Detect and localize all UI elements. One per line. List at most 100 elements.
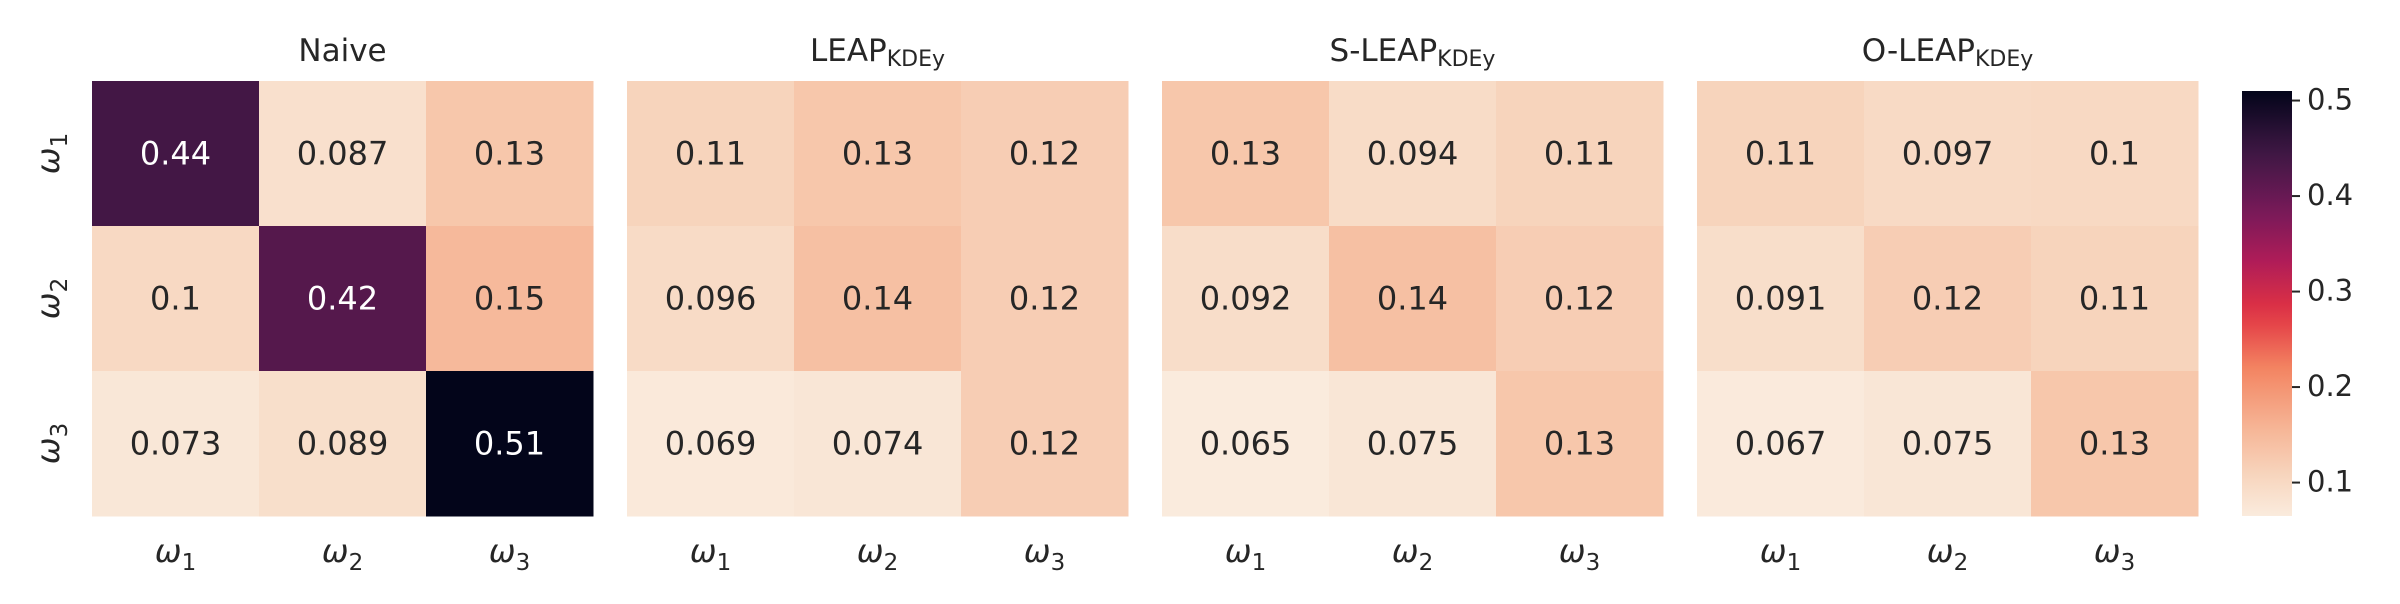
cell-value-label: 0.14 bbox=[842, 280, 913, 318]
heatmap-cell bbox=[1864, 81, 2032, 227]
heatmap-panel-3: S-LEAPKDEy 0.13 0.094 0.11 0.092 0.14 0.12 0.06… bbox=[1162, 33, 1664, 576]
heatmap-cell bbox=[1162, 226, 1330, 372]
cell-value-label: 0.44 bbox=[140, 135, 211, 173]
cell-value-label: 0.12 bbox=[1009, 280, 1080, 318]
x-tick-label: ω1 bbox=[1760, 532, 1801, 576]
x-tick-label: ω2 bbox=[857, 532, 898, 576]
heatmap-panel-1: Naive 0.44 0.087 0.13 0.1 0.42 0.15 0.073 0.089 0… bbox=[92, 33, 594, 576]
heatmap-cell bbox=[961, 81, 1129, 227]
heatmap-cell bbox=[1329, 81, 1497, 227]
cell-value-label: 0.096 bbox=[665, 280, 757, 318]
y-tick-label: ω2 bbox=[29, 278, 73, 319]
cell-value-label: 0.11 bbox=[1544, 135, 1615, 173]
cell-value-label: 0.069 bbox=[665, 425, 757, 463]
heatmap-panel-2: LEAPKDEy 0.11 0.13 0.12 0.096 0.14 0.12 0.069 0.… bbox=[627, 33, 1129, 576]
cell-value-label: 0.15 bbox=[474, 280, 545, 318]
cell-value-label: 0.075 bbox=[1902, 425, 1994, 463]
heatmap-cell bbox=[1162, 81, 1330, 227]
heatmap-cell bbox=[1864, 226, 2032, 372]
cell-value-label: 0.13 bbox=[1544, 425, 1615, 463]
cell-value-label: 0.11 bbox=[1745, 135, 1816, 173]
heatmap-cell bbox=[92, 81, 260, 227]
heatmap-cell bbox=[2031, 81, 2199, 227]
heatmap-cell bbox=[961, 226, 1129, 372]
cell-value-label: 0.097 bbox=[1902, 135, 1994, 173]
cell-value-label: 0.11 bbox=[675, 135, 746, 173]
cell-value-label: 0.073 bbox=[130, 425, 222, 463]
x-tick-label: ω2 bbox=[1927, 532, 1968, 576]
x-tick-label: ω2 bbox=[1392, 532, 1433, 576]
heatmap-cell bbox=[2031, 371, 2199, 517]
x-tick-label: ω3 bbox=[1559, 532, 1600, 576]
cell-value-label: 0.065 bbox=[1200, 425, 1292, 463]
cell-value-label: 0.11 bbox=[2079, 280, 2150, 318]
cell-value-label: 0.075 bbox=[1367, 425, 1459, 463]
x-tick-label: ω2 bbox=[322, 532, 363, 576]
heatmap-cell bbox=[627, 226, 795, 372]
y-tick-label: ω1 bbox=[29, 133, 73, 174]
colorbar-tick-label: 0.2 bbox=[2307, 369, 2353, 403]
cell-value-label: 0.13 bbox=[1210, 135, 1281, 173]
y-axis: ω1 ω2 ω3 bbox=[29, 133, 73, 464]
cell-value-label: 0.087 bbox=[297, 135, 389, 173]
cell-value-label: 0.094 bbox=[1367, 135, 1459, 173]
heatmap-cell bbox=[1496, 371, 1664, 517]
x-tick-label: ω3 bbox=[2094, 532, 2135, 576]
heatmap-cell bbox=[259, 226, 427, 372]
colorbar-tick-label: 0.4 bbox=[2307, 178, 2353, 212]
heatmap-cell bbox=[1329, 371, 1497, 517]
heatmap-cell bbox=[961, 371, 1129, 517]
heatmap-cell bbox=[426, 371, 594, 517]
heatmap-panel-4: O-LEAPKDEy 0.11 0.097 0.1 0.091 0.12 0.11 0.067… bbox=[1697, 33, 2199, 576]
heatmap-cell bbox=[426, 226, 594, 372]
y-tick-label: ω3 bbox=[29, 423, 73, 464]
heatmap-cell bbox=[1329, 226, 1497, 372]
heatmap-cell bbox=[259, 81, 427, 227]
heatmap-cell bbox=[794, 226, 962, 372]
cell-value-label: 0.1 bbox=[2089, 135, 2140, 173]
heatmap-cell bbox=[1864, 371, 2032, 517]
heatmap-cell bbox=[2031, 226, 2199, 372]
heatmap-cell bbox=[627, 81, 795, 227]
colorbar-tick-label: 0.1 bbox=[2307, 465, 2353, 499]
heatmap-cell bbox=[259, 371, 427, 517]
cell-value-label: 0.13 bbox=[2079, 425, 2150, 463]
heatmap-cell bbox=[1697, 371, 1865, 517]
heatmap-cell bbox=[1496, 81, 1664, 227]
heatmap-cell bbox=[1162, 371, 1330, 517]
cell-value-label: 0.42 bbox=[307, 280, 378, 318]
cell-value-label: 0.14 bbox=[1377, 280, 1448, 318]
panel-title: LEAPKDEy bbox=[810, 33, 945, 73]
heatmap-cell bbox=[92, 371, 260, 517]
cell-value-label: 0.13 bbox=[842, 135, 913, 173]
heatmap-cell bbox=[794, 371, 962, 517]
cell-value-label: 0.1 bbox=[150, 280, 201, 318]
cell-value-label: 0.067 bbox=[1735, 425, 1827, 463]
heatmap-cell bbox=[92, 226, 260, 372]
x-tick-label: ω1 bbox=[155, 532, 196, 576]
cell-value-label: 0.089 bbox=[297, 425, 389, 463]
heatmap-cell bbox=[1697, 81, 1865, 227]
heatmap-cell bbox=[1697, 226, 1865, 372]
panel-title: O-LEAPKDEy bbox=[1862, 33, 2034, 73]
cell-value-label: 0.074 bbox=[832, 425, 924, 463]
x-tick-label: ω1 bbox=[690, 532, 731, 576]
heatmap-cell bbox=[426, 81, 594, 227]
x-tick-label: ω3 bbox=[489, 532, 530, 576]
x-tick-label: ω1 bbox=[1225, 532, 1266, 576]
heatmap-cell bbox=[1496, 226, 1664, 372]
heatmap-cell bbox=[627, 371, 795, 517]
cell-value-label: 0.13 bbox=[474, 135, 545, 173]
cell-value-label: 0.091 bbox=[1735, 280, 1827, 318]
cell-value-label: 0.12 bbox=[1544, 280, 1615, 318]
cell-value-label: 0.12 bbox=[1009, 135, 1080, 173]
cell-value-label: 0.12 bbox=[1009, 425, 1080, 463]
cell-value-label: 0.092 bbox=[1200, 280, 1292, 318]
colorbar-tick-label: 0.3 bbox=[2307, 274, 2353, 308]
panel-title: S-LEAPKDEy bbox=[1330, 33, 1496, 73]
colorbar bbox=[2242, 91, 2292, 516]
panel-title: Naive bbox=[298, 33, 386, 69]
colorbar-tick-label: 0.5 bbox=[2307, 83, 2353, 117]
